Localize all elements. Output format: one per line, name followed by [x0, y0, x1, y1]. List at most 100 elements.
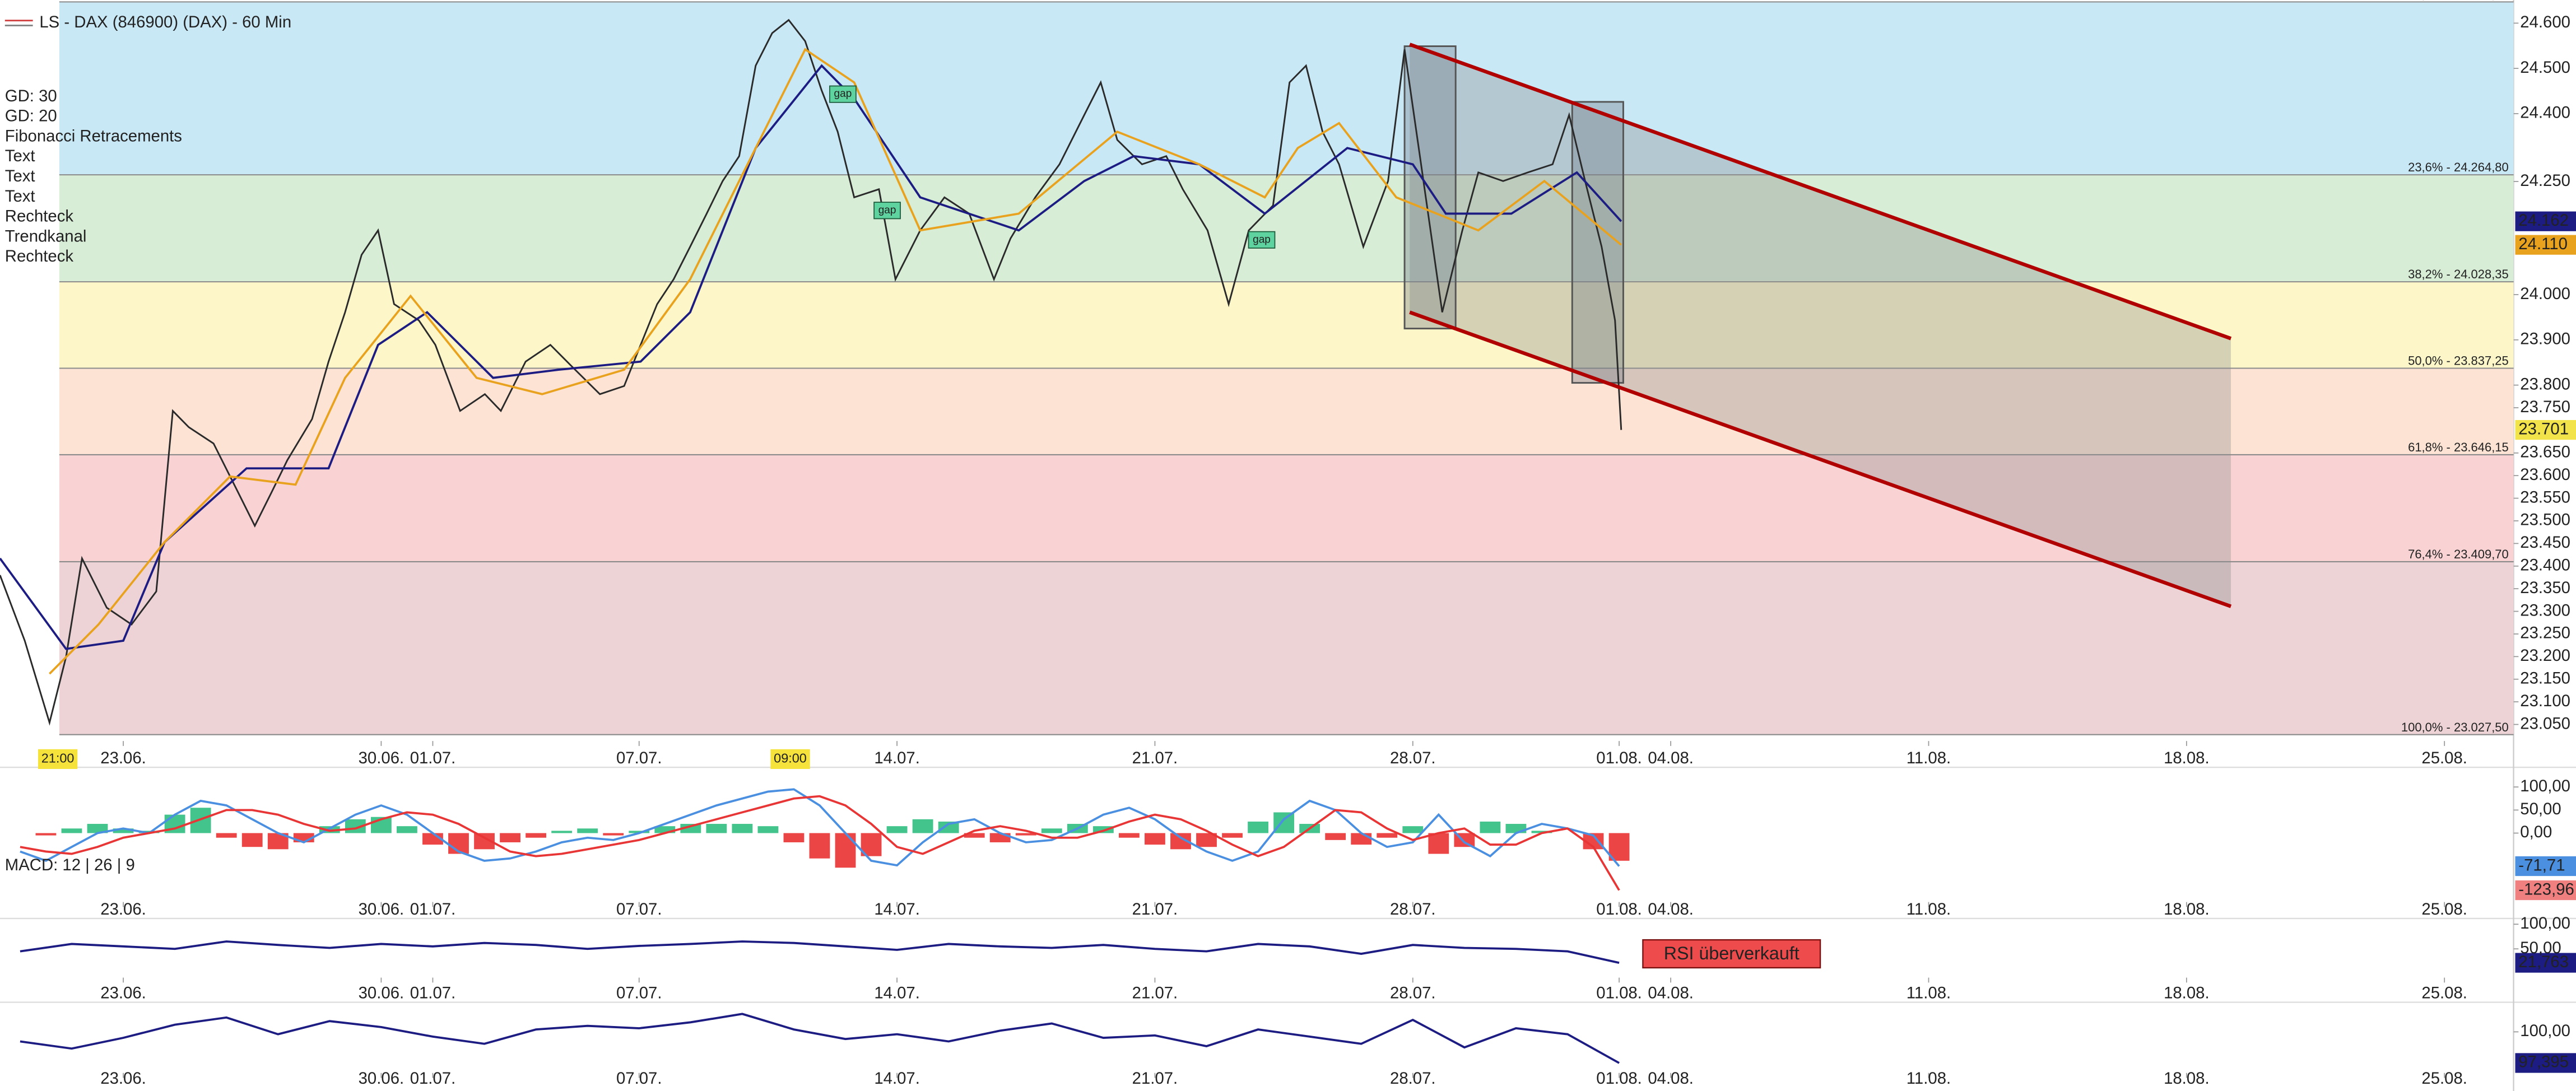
- x-tick-label: 18.08.: [2164, 900, 2210, 919]
- gap-marker: [873, 202, 901, 220]
- histogram-bar: [500, 833, 520, 842]
- legend-entry: GD: 20: [5, 107, 57, 125]
- y-tick-label: 23.500: [2520, 511, 2570, 529]
- x-tick-label: 11.08.: [1907, 984, 1951, 1003]
- last-value-label: 97,395: [2518, 1053, 2569, 1071]
- x-tick-label: 28.07.: [1390, 1069, 1436, 1088]
- legend-tool: Rechteck: [5, 207, 74, 226]
- histogram-bar: [706, 824, 727, 833]
- x-tick-label: 04.08.: [1648, 900, 1694, 919]
- y-tick-label: 23.200: [2520, 646, 2570, 665]
- fib-zone: [59, 561, 2514, 735]
- histogram-bar: [1608, 833, 1630, 861]
- fib-zone: [59, 368, 2514, 455]
- last-value-label: -123,96: [2518, 880, 2574, 898]
- histogram-bar: [1377, 833, 1398, 838]
- y-tick-label: 23.650: [2520, 443, 2570, 461]
- x-tick-label: 30.06.: [359, 900, 404, 919]
- panel-title: MACD: 12 | 26 | 9: [5, 856, 135, 874]
- x-tick-label: 01.08.: [1596, 749, 1642, 767]
- last-value-box: [2515, 880, 2576, 901]
- histogram-bar: [526, 833, 547, 838]
- x-tick-label: 04.08.: [1648, 984, 1694, 1003]
- series-line: [20, 940, 1620, 964]
- x-marker-label: 21:00: [41, 751, 75, 766]
- series-line: [49, 48, 1622, 675]
- y-tick-label: 23.900: [2520, 330, 2570, 348]
- panel: 21,763 100,00 50,00 23.06. 30.06. 01.07. 07.07…: [20, 914, 2576, 1003]
- fib-label: 100,0% - 23.027,50: [2401, 720, 2509, 734]
- gap-marker: [829, 85, 857, 103]
- x-tick-label: 28.07.: [1390, 900, 1436, 919]
- x-tick-label: 14.07.: [874, 984, 920, 1003]
- x-tick-label: 01.07.: [410, 1069, 456, 1088]
- histogram-bar: [1248, 821, 1269, 833]
- x-tick-label: 11.08.: [1907, 1069, 1951, 1088]
- histogram-bar: [1015, 833, 1036, 836]
- gap-label: gap: [878, 204, 896, 216]
- signal-label: RSI überverkauft: [1664, 943, 1800, 963]
- histogram-bar: [680, 824, 701, 833]
- fib-label: 0,0% - 24.647,00: [2415, 0, 2508, 1]
- histogram-bar: [113, 828, 134, 833]
- histogram-bar: [1325, 833, 1346, 840]
- x-tick-label: 23.06.: [100, 749, 146, 767]
- x-tick-label: 07.07.: [616, 749, 662, 767]
- y-tick-label: 24.400: [2520, 104, 2570, 122]
- trend-channel-area: [1410, 44, 2231, 607]
- histogram-bar: [989, 833, 1011, 842]
- y-tick-label: 50,00: [2520, 800, 2561, 818]
- legend-entry: GD: 30: [5, 87, 57, 105]
- fib-zone: [59, 2, 2514, 175]
- last-value-box: [2515, 953, 2576, 973]
- last-value-box: [2515, 211, 2576, 231]
- x-tick-label: 18.08.: [2164, 1069, 2210, 1088]
- trend-line: [1409, 43, 2232, 341]
- histogram-bar: [1222, 833, 1243, 838]
- x-tick-label: 23.06.: [100, 984, 146, 1003]
- last-value-label: 24.162: [2518, 211, 2569, 230]
- x-tick-label: 14.07.: [874, 749, 920, 767]
- series-line: [0, 64, 1622, 650]
- fib-label: 50,0% - 23.837,25: [2408, 354, 2509, 368]
- x-marker-label: 09:00: [774, 751, 807, 766]
- last-value-label: 23.701: [2518, 419, 2569, 438]
- last-value-box: [2515, 419, 2576, 440]
- x-tick-label: 25.08.: [2421, 1069, 2467, 1088]
- gap-label: gap: [834, 88, 852, 100]
- y-tick-label: 100,00: [2520, 1022, 2570, 1040]
- y-tick-label: 23.750: [2520, 398, 2570, 416]
- x-tick-label: 04.08.: [1648, 1069, 1694, 1088]
- x-tick-label: 30.06.: [359, 749, 404, 767]
- y-tick-label: 24.500: [2520, 58, 2570, 77]
- histogram-bar: [1428, 833, 1449, 854]
- histogram-bar: [87, 824, 108, 833]
- y-tick-label: 24.000: [2520, 285, 2570, 303]
- histogram-bar: [1145, 833, 1165, 845]
- y-tick-label: 23.300: [2520, 601, 2570, 619]
- fib-label: 38,2% - 24.028,35: [2408, 267, 2509, 281]
- series-line: [0, 18, 1622, 726]
- last-value-label: 24.110: [2518, 235, 2568, 253]
- fib-label: 76,4% - 23.409,70: [2408, 547, 2509, 561]
- y-tick-label: 24.600: [2520, 13, 2570, 31]
- histogram-bar: [577, 828, 598, 833]
- panel: 97,395 100,00 23.06. 30.06. 01.07. 07.07. 14.0…: [20, 1013, 2576, 1088]
- y-tick-label: 100,00: [2520, 777, 2570, 795]
- rectangle-tool: [1571, 101, 1624, 384]
- y-tick-label: 23.100: [2520, 692, 2570, 710]
- legend-tool: Text: [5, 147, 35, 165]
- histogram-bar: [1041, 828, 1062, 833]
- x-tick-label: 21.07.: [1132, 749, 1178, 767]
- rectangle-tool: [1403, 45, 1457, 330]
- legend-tool: Trendkanal: [5, 227, 87, 245]
- last-value-label: 21,763: [2518, 953, 2569, 971]
- histogram-bar: [783, 833, 805, 842]
- legend-tool: Text: [5, 187, 35, 206]
- histogram-bar: [938, 821, 959, 833]
- x-marker-box: [770, 749, 810, 769]
- histogram-bar: [964, 833, 985, 838]
- last-value-label: -71,71: [2518, 856, 2565, 874]
- legend: LS - DAX (846900) (DAX) - 60 Min GD: 30 GD…: [5, 13, 291, 265]
